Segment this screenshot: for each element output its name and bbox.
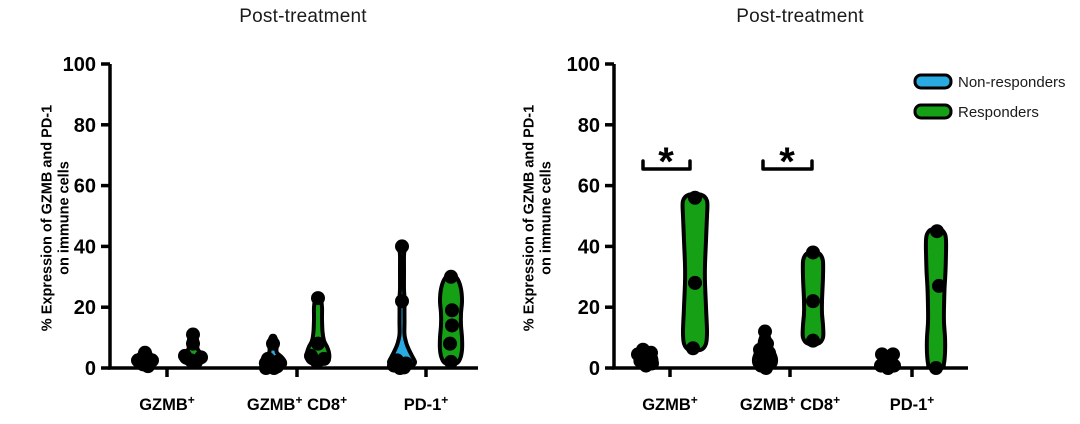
- category-label: GZMB+ CD8+: [740, 393, 840, 414]
- data-point: [930, 224, 944, 239]
- category-label: GZMB+ CD8+: [247, 393, 347, 414]
- legend-swatch-non_responders: [913, 73, 953, 90]
- panel-left-y-axis-label: % Expression of GZMB and PD-1 on immune …: [40, 105, 73, 331]
- panel-left-plot: 0 20 40 60 80 100 GZMB+ GZMB+ CD8+ PD-1+: [63, 54, 478, 414]
- data-point: [759, 361, 773, 375]
- data-point: [311, 336, 325, 351]
- data-point: [806, 333, 820, 348]
- y-tick-label: 20: [578, 297, 600, 319]
- category-label: GZMB+: [642, 393, 698, 414]
- data-point: [639, 358, 653, 373]
- y-axis-label-line2: on immune cells: [538, 161, 554, 275]
- data-point: [445, 303, 459, 318]
- legend-label-responders: Responders: [958, 104, 1039, 121]
- data-point: [444, 269, 458, 284]
- y-axis-label-line1: % Expression of GZMB and PD-1: [39, 104, 56, 332]
- violin-responders: [923, 227, 949, 371]
- data-point: [444, 354, 458, 369]
- panel-right-title: Post-treatment: [736, 6, 864, 27]
- y-axis-label-line1: % Expression of GZMB and PD-1: [521, 104, 538, 332]
- panel-left-title: Post-treatment: [239, 6, 367, 27]
- data-point: [395, 239, 409, 254]
- data-point: [311, 291, 325, 306]
- data-point: [806, 245, 820, 260]
- panel-right-y-axis-label: % Expression of GZMB and PD-1 on immune …: [522, 105, 555, 331]
- y-tick-label: 80: [74, 115, 96, 137]
- data-point: [686, 341, 700, 356]
- data-point: [267, 361, 281, 375]
- data-point: [443, 336, 457, 351]
- data-point: [445, 318, 459, 333]
- y-tick-label: 100: [567, 54, 600, 76]
- category-label: GZMB+: [139, 393, 195, 414]
- data-point: [758, 324, 772, 339]
- y-tick-label: 80: [578, 115, 600, 137]
- data-point: [393, 361, 407, 375]
- significance-bracket: [641, 159, 692, 171]
- legend-swatch-responders: [913, 103, 953, 120]
- y-tick-label: 40: [74, 236, 96, 258]
- data-point: [395, 294, 409, 309]
- data-point: [141, 359, 155, 374]
- violin-responders: [680, 191, 710, 353]
- y-tick-label: 40: [578, 236, 600, 258]
- y-tick-label: 60: [74, 176, 96, 198]
- significance-bracket: [761, 159, 814, 171]
- data-point: [806, 294, 820, 309]
- category-label: PD-1+: [890, 393, 935, 414]
- y-tick-label: 0: [589, 358, 600, 380]
- y-tick-label: 20: [74, 297, 96, 319]
- category-label: PD-1+: [404, 393, 449, 414]
- y-tick-label: 0: [85, 358, 96, 380]
- data-point: [881, 361, 895, 375]
- y-tick-label: 100: [63, 54, 96, 76]
- y-axis-label-line2: on immune cells: [56, 161, 72, 275]
- data-point: [932, 278, 946, 293]
- data-point: [688, 190, 702, 205]
- legend-label-non_responders: Non-responders: [958, 74, 1066, 91]
- data-point: [310, 354, 324, 369]
- data-point: [266, 336, 280, 351]
- panel-right-plot: 0 20 40 60 80 100 GZMB+ GZMB+ CD8+ PD-1+ * * Non-re…: [567, 54, 1066, 414]
- data-point: [688, 275, 702, 290]
- data-point: [186, 336, 200, 351]
- significance-star: *: [779, 140, 795, 184]
- data-point: [189, 354, 203, 369]
- data-point: [929, 361, 943, 375]
- significance-star: *: [658, 140, 674, 184]
- y-tick-label: 60: [578, 176, 600, 198]
